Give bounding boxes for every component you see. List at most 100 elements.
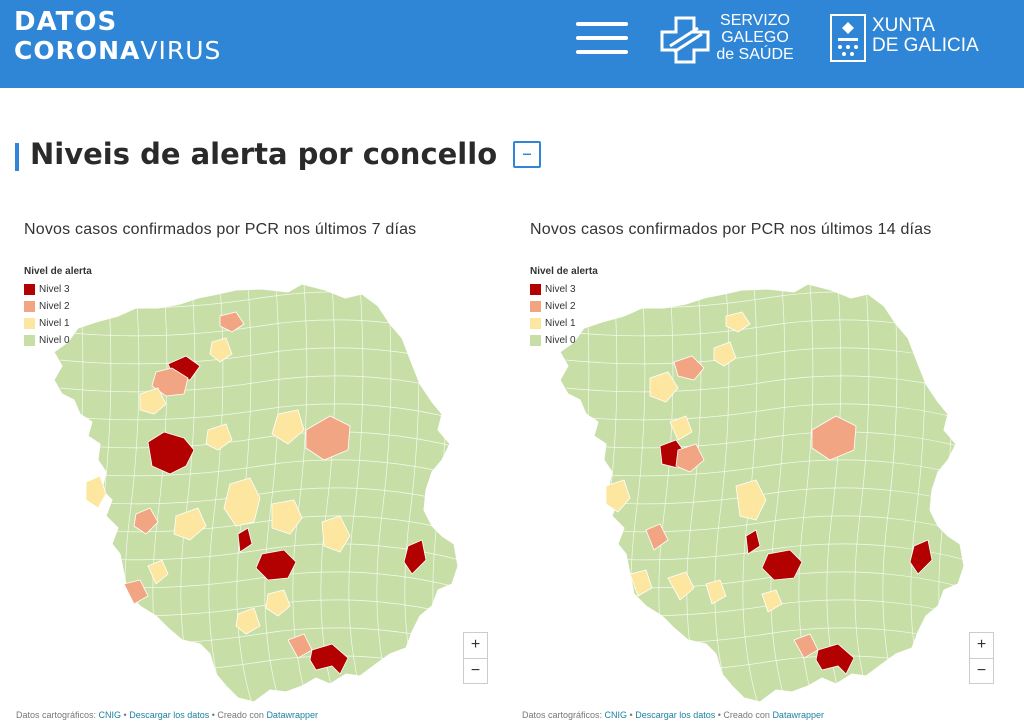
region-alert-1[interactable] bbox=[271, 499, 303, 535]
legend-swatch bbox=[530, 284, 541, 295]
region-alert-1[interactable] bbox=[205, 423, 233, 451]
legend-label: Nivel 3 bbox=[39, 284, 70, 295]
region-alert-2[interactable] bbox=[673, 355, 705, 381]
download-data-link[interactable]: Descargar los datos bbox=[129, 710, 210, 720]
municipal-border bbox=[59, 599, 461, 617]
region-alert-1[interactable] bbox=[649, 371, 679, 403]
zoom-in-button[interactable]: + bbox=[976, 636, 987, 653]
region-alert-1[interactable] bbox=[147, 559, 169, 585]
sergas-cross-icon bbox=[660, 16, 710, 64]
legend-swatch bbox=[24, 301, 35, 312]
region-alert-2[interactable] bbox=[645, 523, 669, 551]
region-alert-1[interactable] bbox=[669, 415, 693, 441]
region-alert-2[interactable] bbox=[305, 415, 351, 461]
map-title: Novos casos confirmados por PCR nos últi… bbox=[24, 221, 417, 238]
zoom-controls: + − bbox=[463, 632, 488, 684]
region-alert-1[interactable] bbox=[223, 477, 261, 527]
datawrapper-link[interactable]: Datawrapper bbox=[772, 710, 824, 720]
footer-prefix: Datos cartográficos: bbox=[522, 710, 605, 720]
region-alert-3[interactable] bbox=[909, 539, 933, 575]
legend-swatch bbox=[24, 335, 35, 346]
heading-accent-bar bbox=[15, 143, 19, 171]
region-alert-3[interactable] bbox=[147, 431, 195, 475]
region-alert-1[interactable] bbox=[85, 475, 107, 509]
region-alert-1[interactable] bbox=[713, 341, 737, 367]
zoom-out-button[interactable]: − bbox=[970, 658, 993, 683]
region-alert-1[interactable] bbox=[209, 337, 233, 363]
zoom-in-button[interactable]: + bbox=[470, 636, 481, 653]
region-alert-1[interactable] bbox=[629, 569, 653, 597]
region-alert-1[interactable] bbox=[321, 515, 351, 553]
region-alert-2[interactable] bbox=[811, 415, 857, 461]
datos-coronavirus-logo[interactable]: DATOS CORONAVIRUS bbox=[14, 8, 221, 66]
legend-label: Nivel 3 bbox=[545, 284, 576, 295]
hamburger-menu-icon[interactable] bbox=[576, 20, 628, 56]
region-alert-1[interactable] bbox=[139, 387, 167, 415]
top-header: DATOS CORONAVIRUS SERVIZO GALEGO de SAÚD… bbox=[0, 0, 1024, 88]
region-alert-3[interactable] bbox=[255, 549, 297, 581]
legend-swatch bbox=[530, 318, 541, 329]
legend-item: Nivel 1 bbox=[24, 315, 92, 332]
municipal-border bbox=[348, 283, 365, 705]
municipal-border bbox=[59, 627, 461, 645]
legend-swatch bbox=[24, 318, 35, 329]
region-alert-1[interactable] bbox=[235, 607, 261, 635]
municipal-border bbox=[938, 283, 955, 705]
region-alert-2[interactable] bbox=[793, 633, 819, 659]
region-alert-1[interactable] bbox=[667, 571, 695, 601]
download-data-link[interactable]: Descargar los datos bbox=[635, 710, 716, 720]
region-alert-2[interactable] bbox=[133, 507, 159, 535]
map-panel-14-days: Novos casos confirmados por PCR nos últi… bbox=[506, 218, 1006, 728]
cnig-link[interactable]: CNIG bbox=[604, 710, 628, 720]
datawrapper-link[interactable]: Datawrapper bbox=[266, 710, 318, 720]
municipal-border bbox=[854, 283, 871, 705]
municipal-border bbox=[565, 319, 967, 337]
region-alert-2[interactable] bbox=[287, 633, 313, 659]
region-alert-1[interactable] bbox=[271, 409, 305, 445]
sergas-line2: GALEGO bbox=[721, 29, 789, 46]
municipal-border bbox=[59, 375, 461, 393]
municipal-border bbox=[59, 515, 461, 533]
legend-item: Nivel 1 bbox=[530, 315, 598, 332]
region-alert-3[interactable] bbox=[761, 549, 803, 581]
municipal-border bbox=[59, 319, 461, 337]
region-alert-1[interactable] bbox=[605, 479, 631, 513]
municipal-border bbox=[96, 283, 113, 705]
municipal-border bbox=[124, 283, 141, 705]
region-alert-1[interactable] bbox=[725, 311, 751, 333]
region-alert-1[interactable] bbox=[265, 589, 291, 617]
region-alert-1[interactable] bbox=[735, 479, 767, 521]
legend-item: Nivel 3 bbox=[24, 281, 92, 298]
region-alert-3[interactable] bbox=[815, 643, 855, 675]
municipal-border bbox=[565, 655, 967, 673]
legend-item: Nivel 0 bbox=[24, 332, 92, 349]
region-alert-2[interactable] bbox=[151, 367, 189, 397]
region-alert-2[interactable] bbox=[675, 443, 705, 473]
galicia-map[interactable] bbox=[40, 254, 480, 714]
galicia-map[interactable] bbox=[546, 254, 986, 714]
region-alert-3[interactable] bbox=[403, 539, 427, 575]
zoom-out-button[interactable]: − bbox=[464, 658, 487, 683]
region-alert-3[interactable] bbox=[237, 527, 253, 553]
municipal-border bbox=[602, 283, 619, 705]
municipal-border bbox=[630, 283, 647, 705]
municipal-border bbox=[565, 487, 967, 505]
footer-sep: • bbox=[627, 710, 636, 720]
region-alert-3[interactable] bbox=[309, 643, 349, 675]
region-alert-1[interactable] bbox=[761, 589, 783, 613]
brand-corona: CORONA bbox=[14, 36, 141, 65]
map-legend: Nivel de alerta Nivel 3 Nivel 2 Nivel 1 Nive… bbox=[530, 266, 598, 349]
legend-item: Nivel 3 bbox=[530, 281, 598, 298]
region-alert-1[interactable] bbox=[173, 507, 207, 541]
region-alert-3[interactable] bbox=[745, 529, 761, 555]
municipal-border bbox=[565, 403, 967, 421]
collapse-button[interactable]: – bbox=[513, 141, 541, 168]
map-panel-7-days: Novos casos confirmados por PCR nos últi… bbox=[0, 218, 500, 728]
region-alert-1[interactable] bbox=[705, 579, 727, 605]
map-title: Novos casos confirmados por PCR nos últi… bbox=[530, 221, 932, 238]
cnig-link[interactable]: CNIG bbox=[98, 710, 122, 720]
municipal-border bbox=[565, 515, 967, 533]
region-alert-2[interactable] bbox=[123, 579, 149, 605]
region-alert-2[interactable] bbox=[219, 311, 245, 333]
municipal-border bbox=[565, 347, 967, 365]
